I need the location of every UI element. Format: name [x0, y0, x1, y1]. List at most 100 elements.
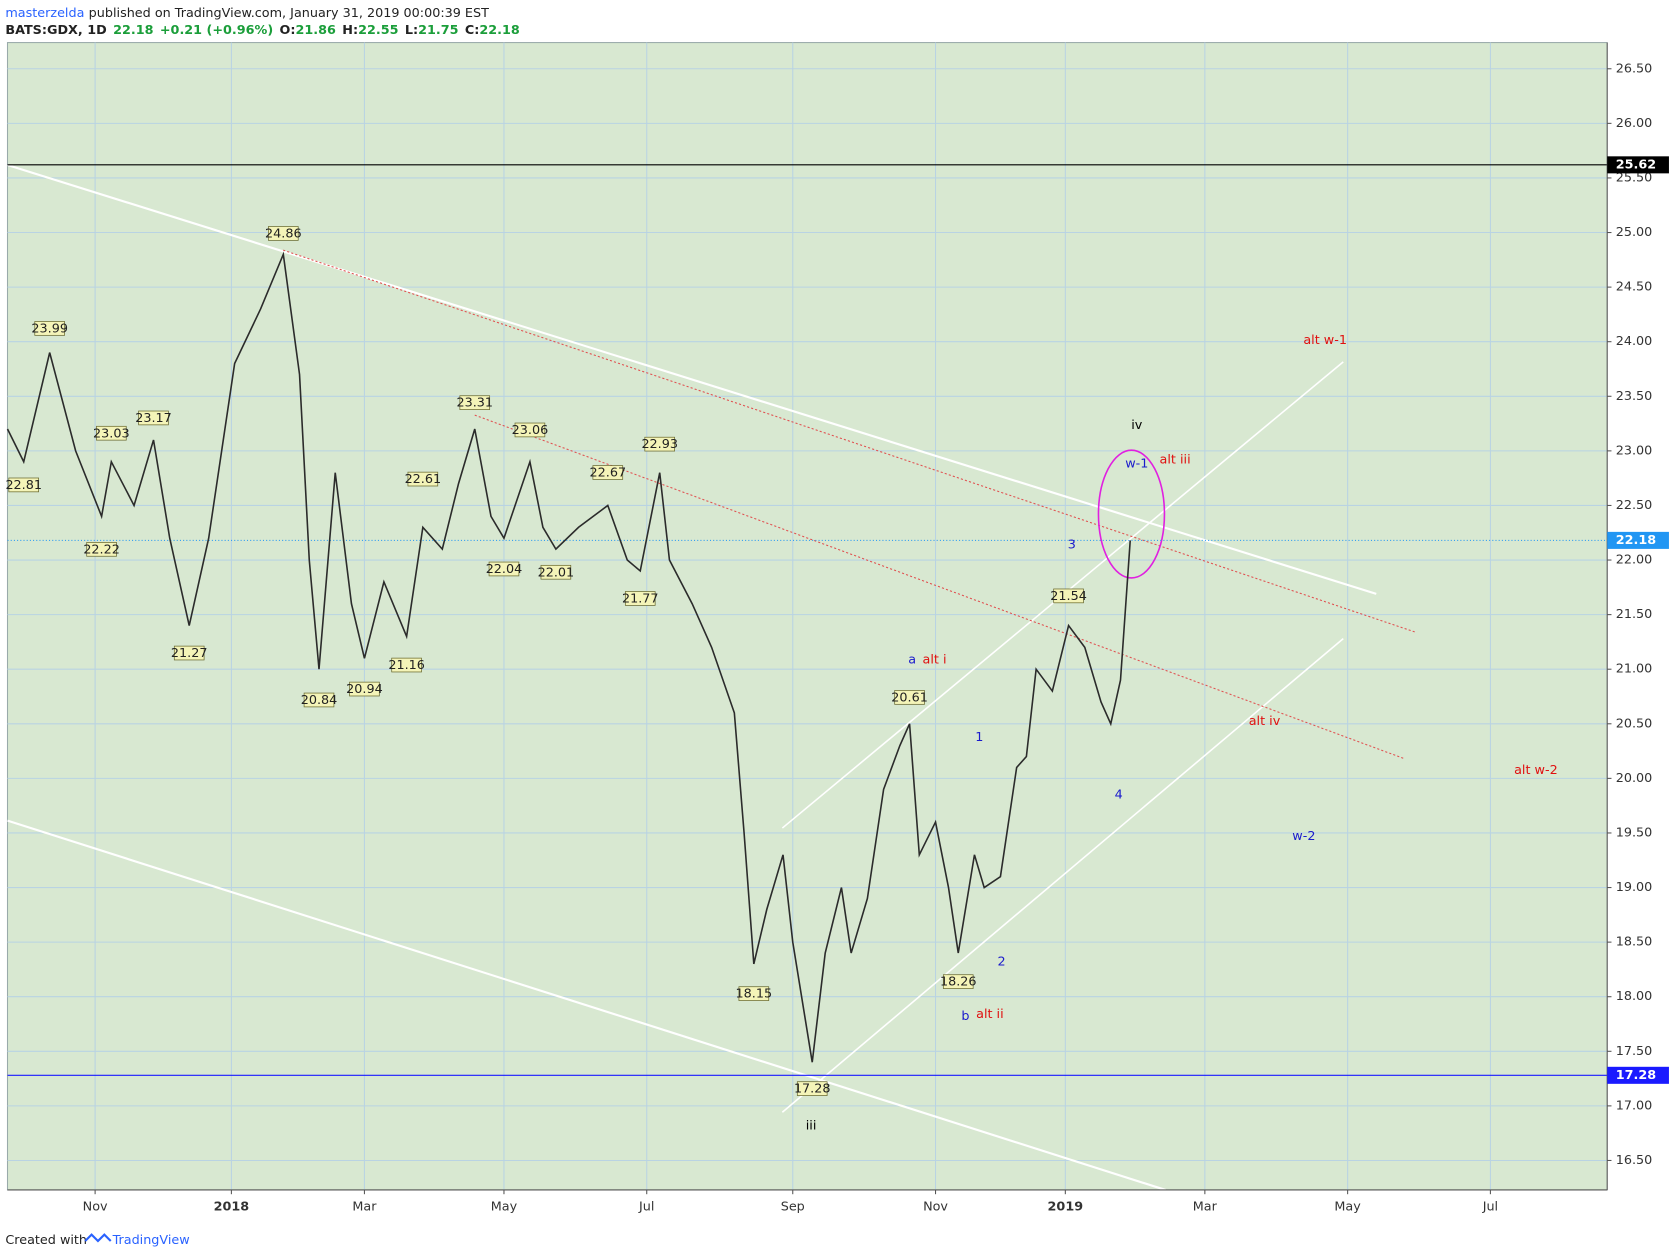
- x-tick-label: Nov: [83, 1199, 108, 1214]
- pivot-box: [624, 591, 656, 606]
- pivot-label: 20.61: [891, 690, 928, 705]
- pivot-box: [268, 226, 299, 241]
- wave-label: iii: [806, 1119, 817, 1134]
- pivot-box: [644, 436, 675, 452]
- y-tick-label: 20.00: [1616, 771, 1653, 786]
- pivot-label: 17.28: [794, 1082, 831, 1097]
- pivot-label: 20.94: [346, 682, 383, 697]
- y-tick-label: 24.50: [1616, 280, 1653, 295]
- y-tick-label: 18.00: [1616, 989, 1653, 1004]
- dotted-line: [474, 414, 1406, 760]
- y-tick-label: 23.50: [1616, 389, 1653, 404]
- marks: 23.99 22.81 23.03 22.22 23.17 21.27 24.86 20.84…: [5, 164, 1608, 1134]
- created-with: Created with: [5, 1232, 87, 1247]
- x-tick-label: Mar: [1193, 1199, 1218, 1214]
- axes: 16.50 17.00 17.50 18.00 18.50 19.00 19.50 20.00…: [83, 61, 1669, 1214]
- dotted-line: [282, 249, 1416, 633]
- pivot-label: 22.01: [538, 565, 575, 580]
- y-tick-label: 19.50: [1616, 825, 1653, 840]
- price-label: 22.18: [1616, 533, 1656, 548]
- c-label: C:: [465, 22, 479, 37]
- pivot-label: 22.04: [486, 562, 523, 577]
- price-label: 17.28: [1616, 1068, 1656, 1083]
- plot-area: [6, 42, 1608, 1191]
- close: 22.18: [479, 22, 519, 37]
- pivot-label: 24.86: [265, 226, 302, 241]
- pivot-label: 23.06: [512, 423, 549, 438]
- pivot-box: [1053, 588, 1084, 604]
- y-tick-label: 21.00: [1616, 662, 1653, 677]
- pivot-label: 23.17: [135, 411, 172, 426]
- pivot-label: 21.16: [388, 658, 425, 673]
- y-tick-label: 24.00: [1616, 334, 1653, 349]
- published: published on TradingView.com, January 31…: [89, 5, 489, 20]
- close: 22.18: [113, 22, 153, 37]
- y-tick-label: 25.50: [1616, 170, 1653, 185]
- y-tick-label: 18.50: [1616, 935, 1653, 950]
- price-label: 25.62: [1616, 157, 1656, 172]
- x-tick-label: 2018: [214, 1199, 250, 1214]
- footer: Created with TradingView: [5, 1232, 189, 1247]
- brand[interactable]: TradingView: [112, 1232, 190, 1247]
- price-label-box: [1607, 531, 1669, 549]
- y-tick-label: 25.00: [1616, 225, 1653, 240]
- y-tick-label: 26.00: [1616, 116, 1653, 131]
- change: +0.21 (+0.96%): [160, 22, 273, 37]
- pivot-box: [86, 542, 117, 557]
- pivot-label: 22.22: [83, 542, 120, 557]
- highlight-ellipse: [1097, 449, 1166, 579]
- pivot-label: 18.26: [940, 975, 977, 990]
- pivot-box: [738, 986, 770, 1001]
- symbol-line: BATS:GDX, 1D 22.18 +0.21 (+0.96%) O:21.86 H:…: [5, 22, 520, 37]
- y-tick-label: 17.50: [1616, 1044, 1653, 1059]
- l-label: L:: [405, 22, 418, 37]
- pivot-label: 22.93: [641, 437, 678, 452]
- pivot-box: [138, 410, 169, 426]
- y-tick-label: 22.50: [1616, 498, 1653, 513]
- x-tick-label: Jul: [638, 1199, 654, 1214]
- wave-label: b: [961, 1009, 969, 1024]
- pivot-box: [514, 422, 546, 438]
- pivot-box: [894, 690, 925, 705]
- y-tick-label: 21.50: [1616, 607, 1653, 622]
- wave-label: iv: [1131, 418, 1143, 433]
- x-tick-label: Nov: [923, 1199, 948, 1214]
- price-line: [6, 251, 1132, 1063]
- wave-label: alt w-1: [1303, 333, 1347, 348]
- trend-line: [7, 163, 1377, 595]
- pivot-box: [488, 561, 520, 577]
- y-tick-label: 22.00: [1616, 553, 1653, 568]
- x-tick-label: May: [1334, 1199, 1361, 1214]
- pivot-box: [459, 395, 491, 410]
- wave-label: a: [908, 652, 916, 667]
- price-label-box: [1607, 156, 1669, 174]
- pivot-label: 23.99: [31, 321, 68, 336]
- y-tick-label: 19.00: [1616, 880, 1653, 895]
- pivot-label: 22.61: [405, 472, 442, 487]
- y-tick-label: 23.00: [1616, 443, 1653, 458]
- trend-line: [7, 819, 1166, 1191]
- x-tick-label: Sep: [781, 1199, 805, 1214]
- pivot-box: [96, 425, 127, 441]
- y-tick-label: 16.50: [1616, 1153, 1653, 1168]
- x-tick-label: 2019: [1048, 1199, 1084, 1214]
- y-tick-label: 17.00: [1616, 1098, 1653, 1113]
- open: 21.86: [296, 22, 336, 37]
- wave-label: w-1: [1125, 457, 1148, 472]
- author: masterzelda: [5, 5, 84, 20]
- y-tick-label: 26.50: [1616, 61, 1653, 76]
- x-tick-label: May: [491, 1199, 518, 1214]
- o-label: O:: [280, 22, 296, 37]
- pivot-box: [173, 645, 205, 661]
- pivot-box: [349, 681, 380, 697]
- pivot-box: [942, 974, 974, 989]
- pivot-label: 22.81: [5, 478, 42, 493]
- wave-label: alt i: [923, 652, 947, 667]
- pivot-box: [34, 321, 65, 336]
- grid: [7, 42, 1608, 1190]
- pivot-label: 20.84: [301, 693, 338, 708]
- high: 22.55: [358, 22, 398, 37]
- trend-lines: [7, 163, 1416, 1191]
- pivot-box: [592, 465, 624, 480]
